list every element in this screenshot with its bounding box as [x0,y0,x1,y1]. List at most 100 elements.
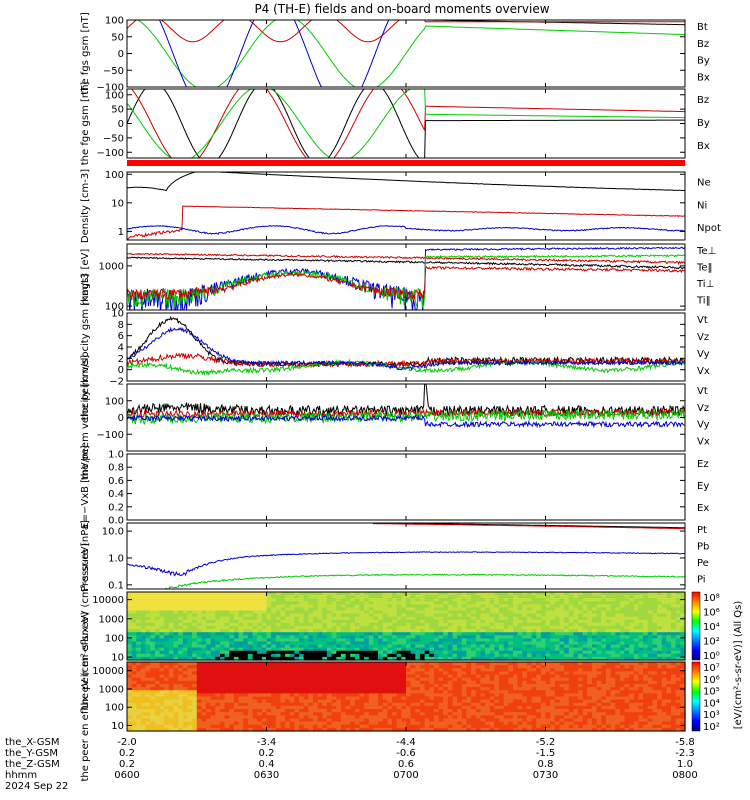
ytick-label: 1000 [99,261,124,272]
ytick-label: −100 [97,430,124,441]
ytick-label: 1 [118,227,124,238]
colorbar-tick: 10⁵ [703,687,720,698]
colorbar-tick: 10⁷ [703,663,720,674]
legend-fgs-2: By [697,56,710,67]
ytick-label: 10 [111,721,124,732]
legend-peim-3: Vx [697,366,710,377]
panel-density: 100 10 1 Density [cm-3] Ne Ni Npot [80,169,721,243]
ytick-label: −50 [103,66,124,77]
ytick-label: 10 [111,198,124,209]
ytick-label: 0 [118,413,124,424]
legend-density-1: Ni [697,200,707,211]
ytick-label: 10 [111,309,124,320]
orbit-row-value: 0.2 [259,748,275,759]
legend-peem-1: Vz [697,403,709,414]
ytick-label: 1.0 [108,553,124,564]
plot-area-peem [127,384,685,429]
panel-fgs: 100 50 0 −50 −100 the fgs gsm [nT] Bt Bz By Bx [80,12,710,95]
plot-area-density [127,172,685,240]
legend-fge-0: Bz [697,95,709,106]
plot-area-peim [127,315,685,377]
ylabel-fge: the fge gsm [nT] [80,82,91,166]
ytick-label: 50 [111,32,124,43]
panel-peer: 10000 1000 100 10 the peer en eflux eV (cm²-… [80,611,686,782]
colorbar-tick: 10² [703,637,720,648]
legend-efield-2: Ex [697,503,709,514]
legend-peem-3: Vx [697,436,710,447]
ytick-label: −100 [97,148,124,159]
ytick-label: 0.1 [108,580,124,591]
orbit-row-value: -5.2 [536,737,556,748]
ytick-label: 100 [105,703,124,714]
legend-pressure-2: Pe [697,558,709,569]
legend-fgs-3: Bx [697,72,710,83]
ytick-label: 100 [105,90,124,101]
panel-peir: 10000 1000 100 10 the peir en eflux eV (cm²-… [80,543,686,709]
colorbar-tick: 10⁴ [703,622,720,633]
legend-peim-0: Vt [697,315,708,326]
ytick-label: −100 [97,83,124,94]
orbit-row-value: 0.2 [119,748,135,759]
orbit-row-value: 0.6 [398,759,414,770]
orbit-row-label: the_X-GSM [5,737,59,748]
ytick-label: 0.8 [108,463,124,474]
ytick-label: 2 [118,354,124,365]
ytick-label: 100 [105,633,124,644]
orbit-row-value: -3.4 [257,737,277,748]
ylabel-peim: the peim velocity gsm [km/s] [80,274,91,421]
orbit-row-value: -5.8 [675,737,695,748]
legend-pressure-0: Pt [697,525,707,536]
ytick-label: 1.0 [108,450,124,461]
ytick-label: 10000 [92,595,124,606]
plot-area-fgs [127,20,685,87]
date-label: 2024 Sep 22 [5,781,68,792]
orbit-row-value: 0.4 [259,759,275,770]
orbit-row-value: 0730 [533,770,558,781]
panel-pressure: 10.0 1.0 0.1 Pressure [nPa] Pt Pb Pe Pi [80,520,709,592]
ylabel-pressure: Pressure [nPa] [80,520,91,592]
orbit-row-value: -4.4 [396,737,416,748]
legend-temperature-3: Ti‖ [696,295,711,306]
legend-peem-2: Vy [697,420,710,431]
orbit-row-label: the_Y-GSM [5,748,58,759]
legend-pressure-3: Pi [697,574,706,585]
orbit-row-value: 0.2 [119,759,135,770]
plot-area-fge [127,89,685,158]
plot-area-peer [127,662,686,732]
colorbar-tick: 10⁶ [703,608,720,619]
orbit-row-value: -2.0 [117,737,137,748]
legend-temperature-1: Te‖ [696,262,713,273]
legend-efield-1: Ey [697,481,709,492]
legend-fge-2: Bx [697,141,710,152]
legend-peem-0: Vt [697,386,708,397]
orbit-time-axis: the_X-GSM -2.0 -3.4 -4.4 -5.2 -5.8 the_Y-GSM 0.… [5,737,698,792]
orbit-row-value: 0700 [393,770,418,781]
data-gap-bar [127,160,685,166]
ytick-label: 50 [111,105,124,116]
ytick-label: 10 [111,653,124,664]
panel-temperature: 1000 100 magt3 [eV] Te⊥ Te‖ Ti⊥ Ti‖ [80,243,716,313]
orbit-row-value: 0800 [672,770,697,781]
legend-peim-1: Vz [697,332,709,343]
ytick-label: 0 [118,365,124,376]
ytick-label: 0.6 [108,476,124,487]
legend-fge-1: By [697,118,710,129]
legend-fgs-1: Bz [697,39,709,50]
ytick-label: 0.0 [108,516,124,527]
legend-peim-2: Vy [697,349,710,360]
orbit-row-label: the_Z-GSM [5,759,60,770]
ytick-label: 100 [105,302,124,313]
panel-peem: 100 0 −100 the peem velocity [km/s] Vt Vz Vy Vx [80,355,710,480]
legend-efield-0: Ez [697,459,709,470]
ytick-label: 4 [118,343,124,354]
legend-temperature-0: Te⊥ [696,246,716,257]
orbit-row-value: 0600 [114,770,139,781]
ytick-label: 100 [105,396,124,407]
panel-efield: 1.0 0.8 0.6 0.4 0.2 0.0 E=−VxB [mV/m] Ez Ey Ex [80,445,709,528]
ytick-label: 100 [105,170,124,181]
ylabel-peem: the peem velocity [km/s] [80,355,91,480]
ytick-label: 1000 [99,684,124,695]
orbit-row-value: -1.5 [536,748,556,759]
